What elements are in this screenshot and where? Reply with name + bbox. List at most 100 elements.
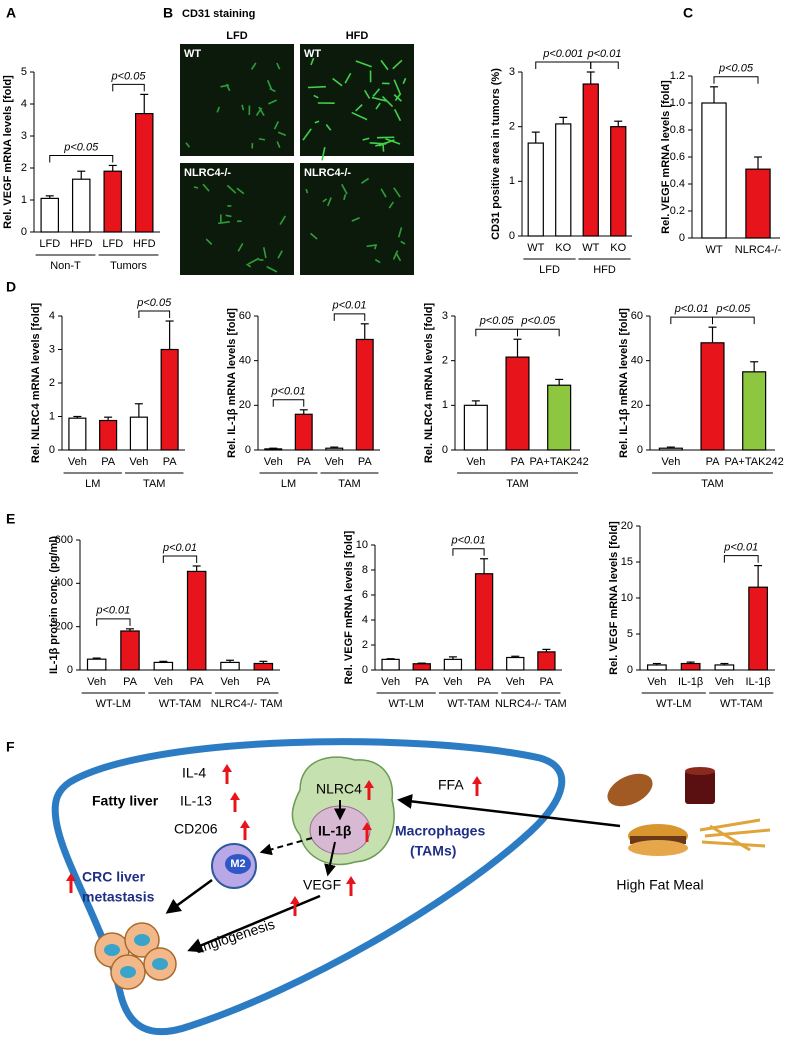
p-value: p<0.01 xyxy=(674,303,709,315)
panel-label: B xyxy=(163,5,173,21)
vessel xyxy=(380,188,387,198)
vessel xyxy=(392,250,399,260)
y-tick-label: 2 xyxy=(509,121,515,133)
x-tick-label: Veh xyxy=(443,676,462,688)
bar xyxy=(610,126,627,237)
bar xyxy=(745,168,771,239)
vessel xyxy=(393,94,402,102)
significance-bracket xyxy=(535,61,592,69)
group-label: WT-LM xyxy=(96,698,131,710)
bar xyxy=(325,447,344,451)
vessel xyxy=(363,89,371,99)
x-tick-label: Veh xyxy=(661,456,680,468)
x-tick-label: Veh xyxy=(325,456,344,468)
bar xyxy=(680,662,701,671)
vessel xyxy=(395,252,402,262)
vessel xyxy=(366,244,377,248)
bar xyxy=(129,416,148,451)
y-axis-label: Rel. NLRC4 mRNA levels [fold] xyxy=(423,302,435,463)
group-label: WT-TAM xyxy=(447,698,490,710)
vessel xyxy=(344,72,352,84)
y-tick-label: 0.4 xyxy=(670,178,685,190)
diagram-label: Macrophages xyxy=(395,823,485,839)
x-tick-label: PA xyxy=(123,676,138,688)
vessel xyxy=(258,137,266,141)
bar xyxy=(701,102,727,239)
x-tick-label: PA xyxy=(163,456,178,468)
significance-bracket xyxy=(112,83,145,92)
x-tick-label: KO xyxy=(555,242,571,254)
arrow xyxy=(187,894,321,953)
vessel xyxy=(258,106,265,117)
bar xyxy=(474,573,494,671)
food-image xyxy=(607,767,771,856)
vessel xyxy=(269,87,276,93)
y-tick-label: 10 xyxy=(621,592,633,604)
vessel xyxy=(321,146,326,161)
vessel xyxy=(380,59,389,71)
bar xyxy=(120,630,140,671)
y-tick-label: 0 xyxy=(627,664,633,676)
y-tick-label: 60 xyxy=(631,310,643,322)
vessel xyxy=(185,142,191,148)
y-axis-label: Rel. IL-1β mRNA levels [fold] xyxy=(226,308,238,458)
x-tick-label: Veh xyxy=(715,676,734,688)
significance-bracket xyxy=(138,310,171,319)
vessel xyxy=(268,99,277,105)
x-tick-label: Veh xyxy=(506,676,525,688)
significance-bracket xyxy=(49,154,114,163)
bar xyxy=(220,661,240,671)
bar xyxy=(40,197,60,233)
y-tick-label: 1 xyxy=(509,175,515,187)
vessel xyxy=(332,77,343,87)
x-tick-label: PA xyxy=(190,676,205,688)
y-tick-label: 0 xyxy=(509,230,515,242)
y-tick-label: 4 xyxy=(49,310,55,322)
y-tick-label: 2 xyxy=(21,162,27,174)
significance-bracket xyxy=(723,555,759,563)
group-label: LFD xyxy=(539,264,560,276)
vessel xyxy=(341,183,348,195)
y-tick-label: 5 xyxy=(627,628,633,640)
bar xyxy=(527,142,544,237)
bar xyxy=(646,664,667,671)
vessel xyxy=(351,217,360,222)
vessel xyxy=(327,197,332,207)
y-tick-label: 10 xyxy=(356,539,368,551)
x-tick-label: PA xyxy=(539,676,554,688)
group-label: LM xyxy=(85,478,100,490)
bar xyxy=(264,448,283,451)
bar xyxy=(160,348,179,451)
p-value: p<0.05 xyxy=(718,63,754,75)
vessel xyxy=(250,62,257,70)
vessel xyxy=(310,57,315,66)
x-tick-label: Veh xyxy=(466,456,485,468)
significance-bracket xyxy=(712,316,755,325)
micrograph xyxy=(180,163,294,275)
vessel xyxy=(371,96,387,102)
vessel xyxy=(402,77,407,85)
y-axis-label: Rel. VEGF mRNA levels [fold] xyxy=(608,521,620,675)
vessel xyxy=(236,187,245,195)
x-tick-label: KO xyxy=(610,242,626,254)
p-value: p<0.05 xyxy=(479,315,515,327)
panel-label: F xyxy=(6,739,15,755)
image-label: NLRC4-/- xyxy=(184,167,231,179)
x-tick-label: PA+TAK242 xyxy=(530,456,589,468)
bar xyxy=(381,658,400,671)
x-tick-label: PA xyxy=(706,456,721,468)
vessel xyxy=(237,243,244,252)
significance-bracket xyxy=(590,61,619,69)
vessel xyxy=(277,131,287,137)
y-tick-label: 0 xyxy=(679,232,685,244)
y-tick-label: 8 xyxy=(362,564,368,576)
arrow xyxy=(259,837,313,856)
bar xyxy=(700,342,725,451)
vessel xyxy=(314,120,320,124)
diagram-label: Fatty liver xyxy=(92,793,159,809)
y-tick-label: 15 xyxy=(621,556,633,568)
p-value: p<0.05 xyxy=(715,303,751,315)
diagram-label: M2 xyxy=(230,858,245,870)
x-tick-label: Veh xyxy=(87,676,106,688)
y-tick-label: 0 xyxy=(49,444,55,456)
